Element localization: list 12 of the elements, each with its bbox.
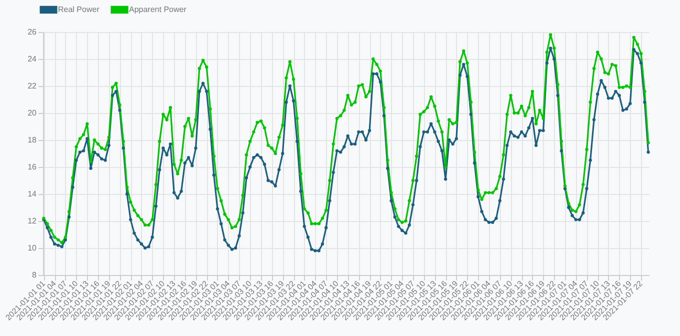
y-tick-label: 26 xyxy=(28,28,38,36)
y-tick-label: 22 xyxy=(28,82,38,90)
y-tick-label: 20 xyxy=(28,108,38,118)
y-tick-label: 12 xyxy=(28,216,38,226)
y-tick-label: 10 xyxy=(28,244,38,252)
y-tick-label: 24 xyxy=(28,54,38,64)
y-tick-label: 14 xyxy=(28,190,38,198)
legend-label: Real Power xyxy=(58,4,100,14)
legend-label: Apparent Power xyxy=(129,4,187,14)
y-tick-label: 18 xyxy=(28,136,38,144)
y-tick-label: 8 xyxy=(32,270,38,280)
y-tick-label: 16 xyxy=(28,162,38,172)
